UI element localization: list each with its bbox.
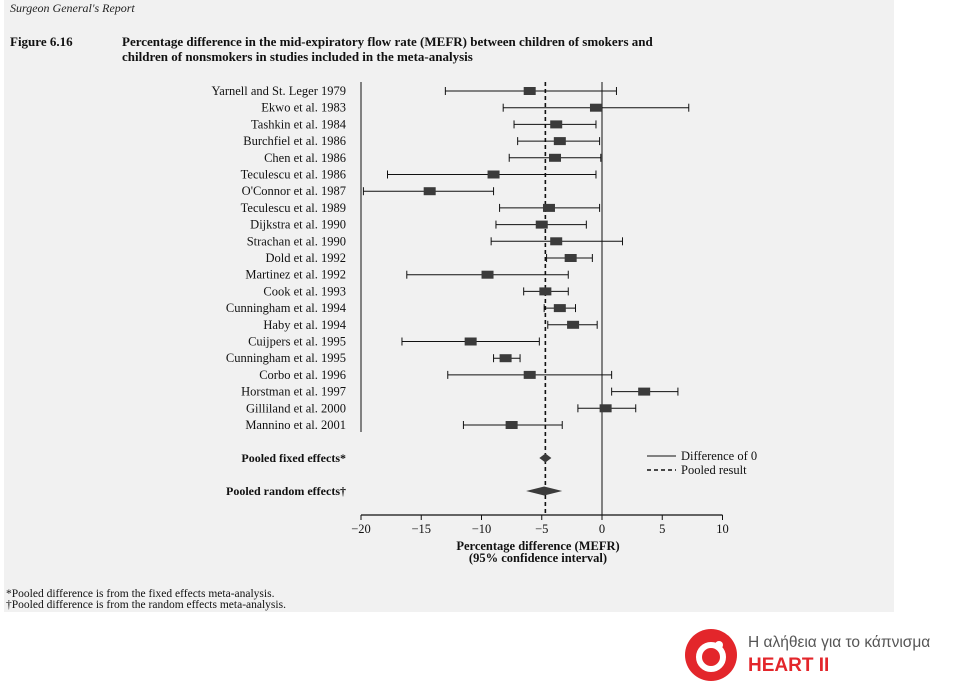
study-label: Teculescu et al. 1986 bbox=[241, 168, 346, 182]
x-axis-title: Percentage difference (MEFR) bbox=[456, 539, 619, 553]
legend-label-difference-of-0: Difference of 0 bbox=[681, 449, 757, 463]
brand-name: HEART II bbox=[748, 655, 830, 676]
study-label: Dold et al. 1992 bbox=[265, 251, 346, 265]
point-estimate-marker bbox=[599, 404, 612, 413]
point-estimate-marker bbox=[550, 237, 563, 246]
figure-title-line-2: children of nonsmokers in studies includ… bbox=[122, 49, 473, 64]
forest-plot: Yarnell and St. Leger 1979 Ekwo et al. 19… bbox=[212, 82, 757, 565]
study-label: Strachan et al. 1990 bbox=[247, 234, 346, 248]
study-label: Cunningham et al. 1994 bbox=[226, 301, 347, 315]
point-estimate-marker bbox=[542, 203, 555, 212]
study-label: Tashkin et al. 1984 bbox=[251, 117, 347, 131]
point-estimate-marker bbox=[423, 187, 436, 196]
point-estimate-marker bbox=[553, 304, 566, 313]
point-estimate-marker bbox=[553, 137, 566, 146]
footnote-fixed: *Pooled difference is from the fixed eff… bbox=[6, 588, 275, 600]
x-tick-label: −20 bbox=[351, 522, 371, 536]
study-label: Teculescu et al. 1989 bbox=[241, 201, 346, 215]
point-estimate-marker bbox=[523, 87, 536, 95]
heart-ii-branding: Η αλήθεια για το κάπνισμα HEART II bbox=[684, 628, 960, 685]
pooled-label: Pooled fixed effects* bbox=[241, 451, 346, 465]
brand-tagline: Η αλήθεια για το κάπνισμα bbox=[748, 634, 931, 651]
x-tick-label: −15 bbox=[411, 522, 431, 536]
point-estimate-marker bbox=[564, 254, 577, 262]
study-label: Haby et al. 1994 bbox=[263, 318, 346, 332]
point-estimate-marker bbox=[464, 337, 477, 346]
point-estimate-marker bbox=[638, 387, 651, 396]
study-label: O'Connor et al. 1987 bbox=[242, 184, 346, 198]
study-label: Mannino et al. 2001 bbox=[245, 418, 346, 432]
study-label: Cuijpers et al. 1995 bbox=[248, 335, 346, 349]
study-label: Ekwo et al. 1983 bbox=[261, 101, 346, 115]
heart-ii-logo-icon bbox=[685, 629, 737, 681]
point-estimate-marker bbox=[505, 421, 518, 429]
scanned-page bbox=[4, 0, 894, 612]
study-label: Corbo et al. 1996 bbox=[259, 368, 346, 382]
point-estimate-marker bbox=[550, 120, 563, 129]
pooled-fixed-diamond bbox=[539, 453, 552, 463]
point-estimate-marker bbox=[535, 220, 548, 229]
figure-label: Figure 6.16 bbox=[10, 34, 73, 49]
legend-label-pooled-result: Pooled result bbox=[681, 463, 747, 477]
point-estimate-marker bbox=[567, 320, 580, 329]
pooled-random-diamond bbox=[526, 486, 563, 496]
study-label: Martinez et al. 1992 bbox=[245, 268, 346, 282]
study-label: Yarnell and St. Leger 1979 bbox=[212, 84, 346, 98]
x-tick-label: −10 bbox=[472, 522, 492, 536]
figure-title: Percentage difference in the mid-expirat… bbox=[122, 34, 892, 64]
study-label: Dijkstra et al. 1990 bbox=[250, 218, 346, 232]
running-head: Surgeon General's Report bbox=[10, 1, 135, 15]
point-estimate-marker bbox=[481, 270, 494, 279]
x-tick-label: −5 bbox=[535, 522, 548, 536]
study-label: Cook et al. 1993 bbox=[263, 284, 346, 298]
study-label: Gilliland et al. 2000 bbox=[246, 401, 346, 415]
study-label: Chen et al. 1986 bbox=[264, 151, 346, 165]
point-estimate-marker bbox=[589, 103, 602, 112]
pooled-label: Pooled random effects† bbox=[226, 484, 346, 498]
x-tick-label: 0 bbox=[599, 522, 605, 536]
x-tick-label: 10 bbox=[716, 522, 729, 536]
x-axis-subtitle: (95% confidence interval) bbox=[469, 551, 607, 565]
point-estimate-marker bbox=[549, 153, 562, 162]
study-label: Horstman et al. 1997 bbox=[241, 385, 346, 399]
study-label: Cunningham et al. 1995 bbox=[226, 351, 346, 365]
study-label: Burchfiel et al. 1986 bbox=[243, 134, 346, 148]
point-estimate-marker bbox=[487, 170, 500, 179]
point-estimate-marker bbox=[523, 370, 536, 379]
figure-title-line-1: Percentage difference in the mid-expirat… bbox=[122, 34, 653, 49]
footnote-random: †Pooled difference is from the random ef… bbox=[6, 599, 286, 611]
point-estimate-marker bbox=[499, 354, 512, 363]
x-tick-label: 5 bbox=[659, 522, 665, 536]
point-estimate-marker bbox=[539, 287, 552, 296]
